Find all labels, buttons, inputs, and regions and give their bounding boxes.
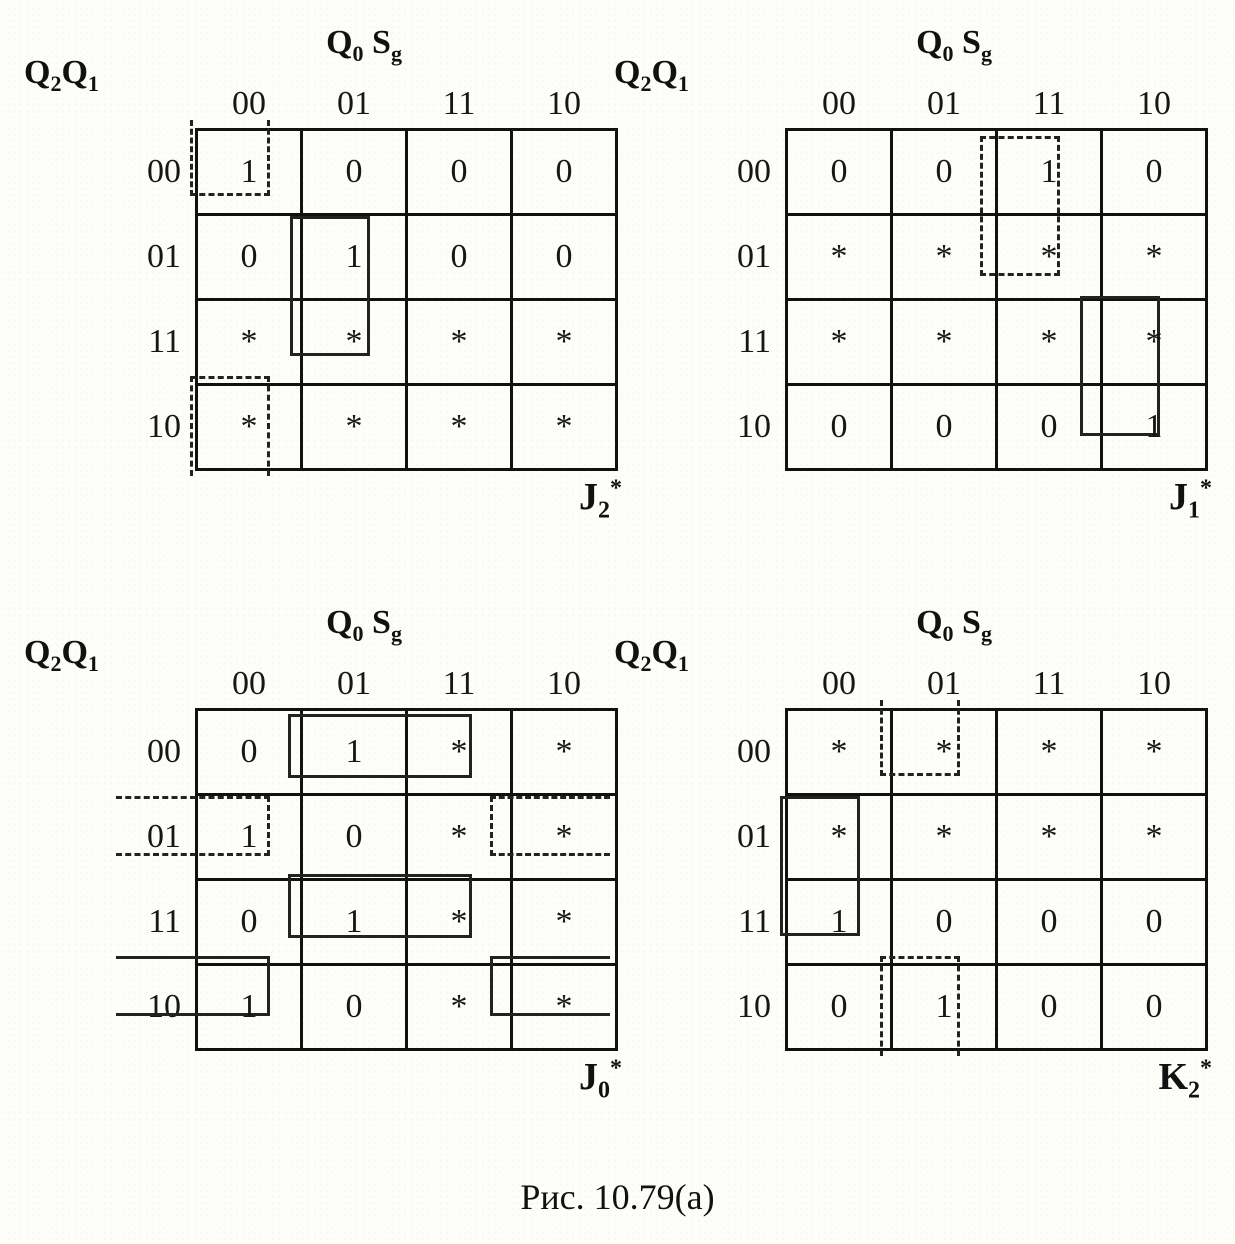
kmap-cell: 0 [997, 965, 1102, 1050]
row-header: 00 [700, 130, 787, 215]
col-header: 00 [197, 660, 302, 710]
col-header: 11 [997, 660, 1102, 710]
kmap-cell: * [407, 385, 512, 470]
kmap-cell: * [512, 385, 617, 470]
kmap-group [288, 714, 472, 778]
col-header: 10 [1102, 80, 1207, 130]
kmap-cell: 0 [1102, 965, 1207, 1050]
kmap-cell: * [787, 300, 892, 385]
col-header: 10 [512, 660, 617, 710]
side-vars-label: Q2Q1 [614, 54, 689, 97]
kmap-cell: 0 [302, 130, 407, 215]
kmap-cell: * [302, 385, 407, 470]
kmap-body: 0001111000001001****11****100001 [700, 80, 1208, 471]
kmap-cell: * [1102, 795, 1207, 880]
row-header: 10 [700, 965, 787, 1050]
kmap-K2: Q0 SgQ2Q10001111000****01****11100010010… [700, 660, 1208, 1051]
figure-caption: Рис. 10.79(а) [520, 1176, 714, 1218]
kmap-cell: * [1102, 710, 1207, 795]
kmap-cell: * [512, 880, 617, 965]
col-header: 10 [512, 80, 617, 130]
kmap-caption: J2* [579, 475, 622, 525]
kmap-cell: * [997, 795, 1102, 880]
kmap-grid: Q0 SgQ2Q10001111000100001010011****10***… [0, 0, 1235, 1244]
kmap-cell: 0 [1102, 130, 1207, 215]
side-vars-label: Q2Q1 [24, 54, 99, 97]
kmap-cell: 0 [892, 385, 997, 470]
kmap-cell: 0 [997, 880, 1102, 965]
kmap-cell: 0 [407, 215, 512, 300]
col-header: 01 [302, 660, 407, 710]
kmap-cell: 0 [197, 710, 302, 795]
col-header: 11 [407, 80, 512, 130]
col-header: 00 [787, 80, 892, 130]
top-vars-label: Q0 Sg [326, 24, 402, 67]
row-header: 00 [700, 710, 787, 795]
col-header: 00 [787, 660, 892, 710]
top-vars-label: Q0 Sg [916, 24, 992, 67]
kmap-J1: Q0 SgQ2Q10001111000001001****11****10000… [700, 80, 1208, 471]
kmap-group [490, 956, 610, 1016]
kmap-caption: J0* [579, 1055, 622, 1105]
row-header: 11 [110, 880, 197, 965]
row-header: 01 [700, 795, 787, 880]
kmap-cell: * [892, 300, 997, 385]
kmap-cell: 0 [512, 130, 617, 215]
top-vars-label: Q0 Sg [916, 604, 992, 647]
kmap-cell: * [787, 710, 892, 795]
row-header: 11 [700, 300, 787, 385]
kmap-cell: * [787, 215, 892, 300]
kmap-body: 0001111000****01****111000100100 [700, 660, 1208, 1051]
kmap-cell: 0 [1102, 880, 1207, 965]
kmap-cell: 0 [197, 880, 302, 965]
col-header: 01 [892, 80, 997, 130]
page: Q0 SgQ2Q10001111000100001010011****10***… [0, 0, 1235, 1244]
kmap-body: 000111100001**0110**1101**1010** [110, 660, 618, 1051]
row-header: 11 [110, 300, 197, 385]
kmap-group [288, 874, 472, 938]
kmap-cell: 0 [787, 965, 892, 1050]
kmap-caption: J1* [1169, 475, 1212, 525]
kmap-cell: * [1102, 215, 1207, 300]
row-header: 01 [700, 215, 787, 300]
kmap-cell: 0 [512, 215, 617, 300]
kmap-group [490, 796, 610, 856]
row-header: 00 [110, 710, 197, 795]
kmap-cell: * [512, 300, 617, 385]
kmap-cell: * [512, 710, 617, 795]
kmap-J0: Q0 SgQ2Q1000111100001**0110**1101**1010*… [110, 660, 618, 1051]
kmap-cell: 0 [197, 215, 302, 300]
kmap-cell: 0 [302, 795, 407, 880]
row-header: 01 [110, 215, 197, 300]
kmap-cell: * [892, 795, 997, 880]
side-vars-label: Q2Q1 [24, 634, 99, 677]
row-header: 10 [700, 385, 787, 470]
kmap-body: 0001111000100001010011****10**** [110, 80, 618, 471]
kmap-cell: * [407, 300, 512, 385]
row-header: 11 [700, 880, 787, 965]
col-header: 11 [997, 80, 1102, 130]
col-header: 10 [1102, 660, 1207, 710]
row-header: 10 [110, 385, 197, 470]
kmap-J2: Q0 SgQ2Q10001111000100001010011****10***… [110, 80, 618, 471]
kmap-cell: 0 [407, 130, 512, 215]
kmap-group [780, 796, 860, 936]
col-header: 11 [407, 660, 512, 710]
kmap-caption: K2* [1158, 1055, 1212, 1105]
kmap-cell: 0 [302, 965, 407, 1050]
kmap-cell: 0 [787, 130, 892, 215]
col-header: 01 [302, 80, 407, 130]
side-vars-label: Q2Q1 [614, 634, 689, 677]
kmap-group [190, 120, 270, 196]
top-vars-label: Q0 Sg [326, 604, 402, 647]
kmap-cell: 0 [892, 880, 997, 965]
kmap-cell: * [197, 300, 302, 385]
kmap-group [190, 376, 270, 476]
kmap-cell: * [997, 710, 1102, 795]
kmap-cell: 0 [787, 385, 892, 470]
row-header: 00 [110, 130, 197, 215]
